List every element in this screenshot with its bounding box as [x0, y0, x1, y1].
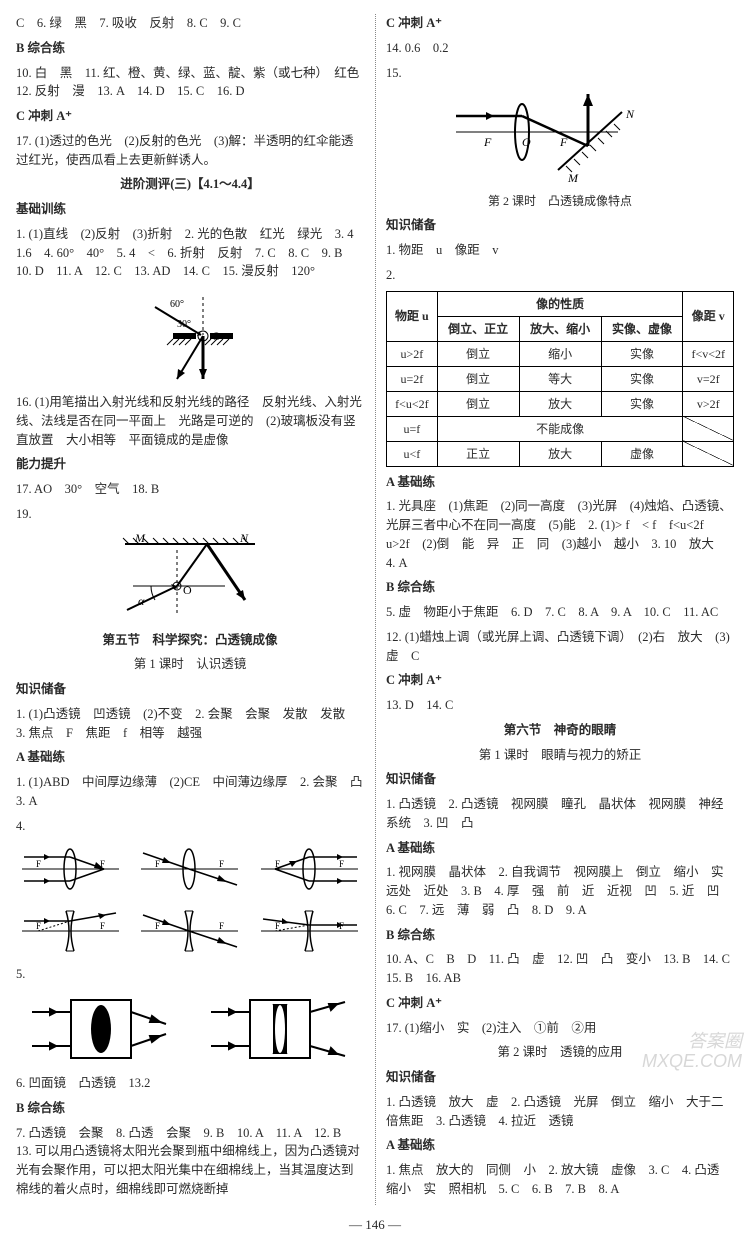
svg-text:F: F: [483, 135, 492, 149]
a-jichu-1: A 基础练: [16, 748, 364, 767]
svg-text:O: O: [183, 583, 192, 597]
b-zonghe-3: B 综合练: [386, 926, 734, 945]
svg-text:F: F: [36, 921, 41, 931]
b-zonghe-2: B 综合练: [386, 578, 734, 597]
line-5: 5.: [16, 965, 364, 984]
fig3-caption: 第 2 课时 凸透镜成像特点: [386, 192, 734, 210]
nengli-title: 能力提升: [16, 455, 364, 474]
line-r5: 5. 虚 物距小于焦距 6. D 7. C 8. A 9. A 10. C 11…: [386, 603, 734, 622]
line-c6: C 6. 绿 黑 7. 吸收 反射 8. C 9. C: [16, 14, 364, 33]
line-16: 16. (1)用笔描出入射光线和反射光线的路径 反射光线、入射光线、法线是否在同…: [16, 393, 364, 449]
svg-text:60°: 60°: [170, 299, 184, 310]
line-r8: 1. 凸透镜 2. 凸透镜 视网膜 瞳孔 晶状体 视网膜 神经系统 3. 凹 凸: [386, 795, 734, 833]
a-jichu-4: A 基础练: [386, 1136, 734, 1155]
svg-text:F: F: [219, 859, 224, 869]
svg-text:F: F: [275, 921, 280, 931]
section6-title: 第六节 神奇的眼睛: [386, 721, 734, 740]
line-l12: 6. 凹面镜 凸透镜 13.2: [16, 1074, 364, 1093]
line-r4: 1. 光具座 (1)焦距 (2)同一高度 (3)光屏 (4)烛焰、凸透镜、光屏三…: [386, 497, 734, 572]
section5-sub: 第 1 课时 认识透镜: [16, 655, 364, 674]
jinjie-title: 进阶测评(三)【4.1～4.4】: [16, 175, 364, 194]
figure-lens-mirror: F O F M N 第 2 课时 凸透镜成像特点: [386, 88, 734, 210]
svg-text:M: M: [134, 531, 146, 545]
a-jichu-3: A 基础练: [386, 839, 734, 858]
svg-text:F: F: [100, 921, 105, 931]
line-r9: 1. 视网膜 晶状体 2. 自我调节 视网膜上 倒立 缩小 实 远处 近处 3.…: [386, 863, 734, 919]
line-17b: 17. AO 30° 空气 18. B: [16, 480, 364, 499]
svg-text:F: F: [155, 921, 160, 931]
svg-text:N: N: [239, 531, 249, 545]
svg-text:F: F: [155, 859, 160, 869]
section6-sub1: 第 1 课时 眼睛与视力的矫正: [386, 746, 734, 765]
line-r7: 13. D 14. C: [386, 696, 734, 715]
line-r2: 1. 物距 u 像距 v: [386, 241, 734, 260]
line-r13: 1. 焦点 放大的 同侧 小 2. 放大镜 虚像 3. C 4. 凸透 缩小 实…: [386, 1161, 734, 1199]
line-r15: 15.: [386, 64, 734, 83]
line-r12: 1. 凸透镜 放大 虚 2. 凸透镜 光屏 倒立 缩小 大于二倍焦距 3. 凸透…: [386, 1093, 734, 1131]
heading-b: B 综合练: [16, 39, 364, 58]
figure-slit: O 30° 60°: [16, 287, 364, 387]
svg-text:N: N: [625, 107, 635, 121]
svg-text:F: F: [219, 921, 224, 931]
figure-six-lenses: F F F F F F F F: [16, 841, 364, 959]
line-4: 4.: [16, 817, 364, 836]
zhishi-chubei-3: 知识储备: [386, 770, 734, 789]
line-r10: 10. A、C B D 11. 凸 虚 12. 凹 凸 变小 13. B 14.…: [386, 950, 734, 988]
svg-text:M: M: [567, 171, 579, 185]
c-chongci-2: C 冲刺 A⁺: [386, 671, 734, 690]
line-17: 17. (1)透过的色光 (2)反射的色光 (3)解：半透明的红伞能透过红光，使…: [16, 132, 364, 170]
b-zonghe-1: B 综合练: [16, 1099, 364, 1118]
line-19: 19.: [16, 505, 364, 524]
jichu-title: 基础训练: [16, 200, 364, 219]
zhishi-chubei-1: 知识储备: [16, 680, 364, 699]
figure-mirror: M N O α: [16, 530, 364, 625]
page-number: — 146 —: [16, 1215, 734, 1235]
svg-text:30°: 30°: [177, 319, 191, 330]
svg-text:α: α: [138, 594, 145, 608]
a-jichu-2: A 基础练: [386, 473, 734, 492]
line-1: 1. (1)直线 (2)反射 (3)折射 2. 光的色散 红光 绿光 3. 4 …: [16, 225, 364, 281]
image-properties-table: 物距 u 像的性质 像距 v 倒立、正立 放大、缩小 实像、虚像 u>2f倒立缩…: [386, 291, 734, 467]
section5-title: 第五节 科学探究：凸透镜成像: [16, 631, 364, 650]
line-r11: 17. (1)缩小 实 (2)注入 ①前 ②用: [386, 1019, 734, 1038]
line-l14: 14. 0.6 0.2: [386, 39, 734, 58]
svg-text:F: F: [36, 859, 41, 869]
line-l13: 7. 凸透镜 会聚 8. 凸透 会聚 9. B 10. A 11. A 12. …: [16, 1124, 364, 1199]
zhishi-chubei-2: 知识储备: [386, 216, 734, 235]
section6-sub2: 第 2 课时 透镜的应用: [386, 1043, 734, 1062]
line-r6: 12. (1)蜡烛上调（或光屏上调、凸透镜下调） (2)右 放大 (3)虚 C: [386, 628, 734, 666]
figure-two-boxes: [16, 990, 364, 1068]
zhishi-chubei-4: 知识储备: [386, 1068, 734, 1087]
svg-text:F: F: [339, 859, 344, 869]
c-chongci-3: C 冲刺 A⁺: [386, 994, 734, 1013]
line-l9: 1. (1)ABD 中间厚边缘薄 (2)CE 中间薄边缘厚 2. 会聚 凸 3.…: [16, 773, 364, 811]
line-r3: 2.: [386, 266, 734, 285]
svg-text:O: O: [522, 135, 531, 149]
line-10: 10. 白 黑 11. 红、橙、黄、绿、蓝、靛、紫（或七种） 红色 12. 反射…: [16, 64, 364, 102]
heading-c: C 冲刺 A⁺: [16, 107, 364, 126]
c-chongci-1: C 冲刺 A⁺: [386, 14, 734, 33]
line-l8: 1. (1)凸透镜 凹透镜 (2)不变 2. 会聚 会聚 发散 发散 3. 焦点…: [16, 705, 364, 743]
